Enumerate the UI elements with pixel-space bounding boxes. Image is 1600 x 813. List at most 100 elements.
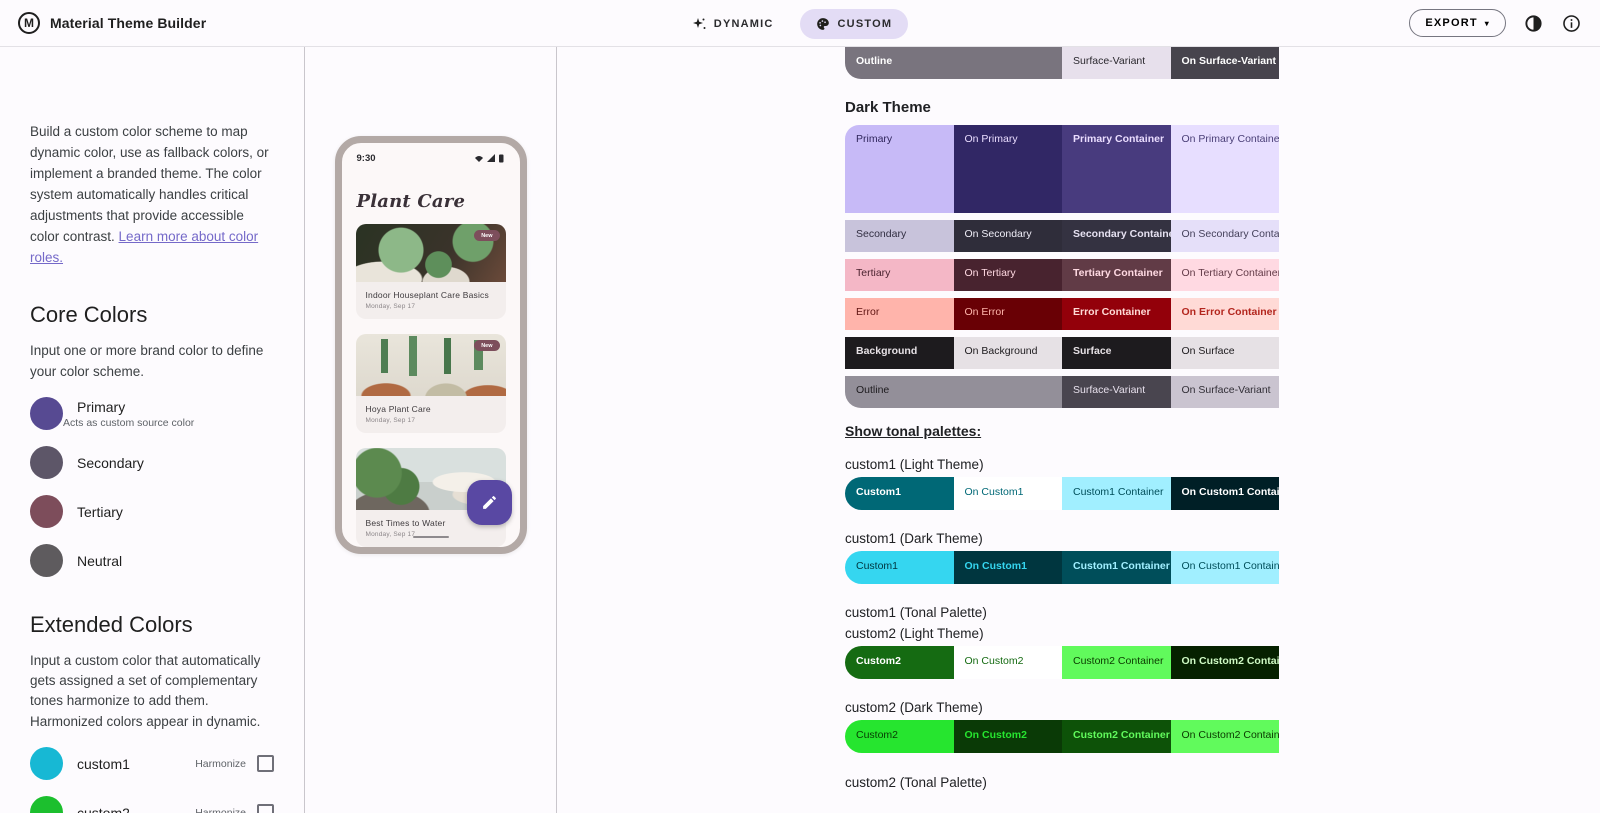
swatch-tertiary-container: Tertiary Container bbox=[1062, 259, 1171, 291]
wifi-icon bbox=[474, 156, 483, 162]
card-title: Best Times to Water bbox=[365, 518, 446, 528]
extended-colors-description: Input a custom color that automatically … bbox=[30, 652, 261, 729]
core-color-row-secondary: Secondary bbox=[30, 446, 274, 480]
extended-color-row-custom2: custom2 Harmonize bbox=[30, 796, 274, 813]
show-tonal-palettes-link[interactable]: Show tonal palettes: bbox=[845, 423, 982, 439]
custom1-color-swatch[interactable] bbox=[30, 747, 63, 781]
swatch-on-surface-variant: On Surface-Variant bbox=[1170, 47, 1279, 79]
theme-contrast-toggle[interactable] bbox=[1522, 12, 1544, 34]
swatch-custom2: Custom2 bbox=[845, 720, 954, 753]
pencil-icon bbox=[482, 496, 496, 509]
core-colors-description: Input one or more brand color to define … bbox=[30, 343, 264, 379]
custom2-tonal-heading: custom2 (Tonal Palette) bbox=[845, 775, 987, 790]
swatch-surface-variant: Surface-Variant bbox=[1062, 47, 1171, 79]
swatch-on-background: On Background bbox=[953, 337, 1062, 369]
error-row: Error On Error Error Container On Error … bbox=[845, 298, 1279, 330]
swatch-secondary-container: Secondary Container bbox=[1062, 220, 1171, 252]
swatch-custom2-container: Custom2 Container bbox=[1062, 720, 1171, 753]
primary-row: Primary On Primary Primary Container On … bbox=[845, 125, 1279, 213]
light-theme-outline-row: Outline Surface-Variant On Surface-Varia… bbox=[845, 47, 1279, 79]
neutral-color-swatch[interactable] bbox=[30, 544, 63, 578]
tab-dynamic[interactable]: DYNAMIC bbox=[692, 17, 774, 31]
custom2-color-label: custom2 bbox=[77, 804, 130, 813]
custom2-harmonize-checkbox[interactable] bbox=[257, 804, 274, 813]
custom1-dark-heading: custom1 (Dark Theme) bbox=[845, 531, 983, 546]
swatch-on-custom1-container: On Custom1 Container bbox=[1170, 477, 1279, 510]
core-color-row-tertiary: Tertiary bbox=[30, 495, 274, 529]
plant-card: Best Times to Water Monday, Sep 17 bbox=[355, 448, 506, 547]
primary-color-label: Primary bbox=[77, 398, 126, 415]
app-title: Material Theme Builder bbox=[50, 15, 207, 31]
edit-fab bbox=[466, 480, 512, 525]
export-label: EXPORT bbox=[1425, 17, 1478, 29]
card-date: Monday, Sep 17 bbox=[365, 417, 416, 424]
swatch-custom1: Custom1 bbox=[845, 551, 954, 584]
custom2-light-heading: custom2 (Light Theme) bbox=[845, 626, 984, 641]
swatch-custom1: Custom1 bbox=[845, 477, 954, 510]
swatch-secondary: Secondary bbox=[845, 220, 954, 252]
learn-more-link[interactable]: Learn more about color roles. bbox=[30, 228, 259, 265]
new-badge: New bbox=[474, 230, 500, 241]
status-bar: 9:30 bbox=[342, 143, 520, 164]
swatch-on-custom2: On Custom2 bbox=[953, 646, 1062, 679]
scheme-panel: Outline Surface-Variant On Surface-Varia… bbox=[557, 47, 1600, 813]
custom1-harmonize-checkbox[interactable] bbox=[257, 755, 274, 773]
custom2-color-swatch[interactable] bbox=[30, 796, 63, 813]
battery-icon bbox=[498, 154, 503, 163]
swatch-on-tertiary: On Tertiary bbox=[953, 259, 1062, 291]
tab-custom[interactable]: CUSTOM bbox=[799, 8, 909, 39]
swatch-on-surface-variant: On Surface-Variant bbox=[1170, 376, 1279, 408]
custom2-dark-row: Custom2 On Custom2 Custom2 Container On … bbox=[845, 720, 1279, 753]
harmonize-label: Harmonize bbox=[195, 806, 246, 813]
card-date: Monday, Sep 17 bbox=[365, 531, 416, 538]
gesture-handle bbox=[412, 535, 449, 538]
dark-theme-heading: Dark Theme bbox=[845, 99, 931, 116]
primary-color-swatch[interactable] bbox=[30, 397, 63, 431]
swatch-on-custom2-container: On Custom2 Container bbox=[1170, 720, 1279, 753]
secondary-color-swatch[interactable] bbox=[30, 446, 63, 480]
info-button[interactable] bbox=[1560, 12, 1582, 34]
swatch-on-tertiary-container: On Tertiary Container bbox=[1170, 259, 1279, 291]
status-icons bbox=[474, 154, 503, 163]
custom1-light-row: Custom1 On Custom1 Custom1 Container On … bbox=[845, 477, 1279, 510]
custom2-light-row: Custom2 On Custom2 Custom2 Container On … bbox=[845, 646, 1279, 679]
info-icon bbox=[1562, 14, 1580, 32]
swatch-custom2: Custom2 bbox=[845, 646, 954, 679]
chevron-down-icon: ▾ bbox=[1484, 18, 1490, 28]
card-title: Hoya Plant Care bbox=[365, 404, 431, 414]
phone-mockup: 9:30 Plant Care New Indoor Houseplant Ca… bbox=[334, 136, 527, 554]
dark-theme-table: Primary On Primary Primary Container On … bbox=[845, 125, 1279, 408]
secondary-row: Secondary On Secondary Secondary Contain… bbox=[845, 220, 1279, 252]
background-row: Background On Background Surface On Surf… bbox=[845, 337, 1279, 369]
neutral-color-label: Neutral bbox=[77, 552, 123, 569]
swatch-on-surface: On Surface bbox=[1170, 337, 1279, 369]
tertiary-row: Tertiary On Tertiary Tertiary Container … bbox=[845, 259, 1279, 291]
card-title: Indoor Houseplant Care Basics bbox=[365, 290, 489, 300]
contrast-icon bbox=[1524, 14, 1542, 32]
swatch-custom1-container: Custom1 Container bbox=[1062, 477, 1171, 510]
plant-card: New Hoya Plant Care Monday, Sep 17 bbox=[355, 334, 506, 433]
export-button[interactable]: EXPORT ▾ bbox=[1409, 9, 1506, 37]
swatch-on-custom1: On Custom1 bbox=[953, 477, 1062, 510]
swatch-tertiary: Tertiary bbox=[845, 259, 954, 291]
swatch-on-custom2-container: On Custom2 Container bbox=[1170, 646, 1279, 679]
tertiary-color-swatch[interactable] bbox=[30, 495, 63, 529]
status-time: 9:30 bbox=[356, 153, 376, 164]
swatch-outline: Outline bbox=[845, 376, 1062, 408]
app-header: M Material Theme Builder DYNAMIC CUSTOM … bbox=[0, 0, 1600, 47]
swatch-outline: Outline bbox=[845, 47, 1062, 79]
outline-row: Outline Surface-Variant On Surface-Varia… bbox=[845, 376, 1279, 408]
swatch-custom2-container: Custom2 Container bbox=[1062, 646, 1171, 679]
material-logo-icon: M bbox=[18, 12, 40, 34]
preview-column: 9:30 Plant Care New Indoor Houseplant Ca… bbox=[305, 47, 557, 813]
tab-dynamic-label: DYNAMIC bbox=[713, 17, 774, 30]
swatch-custom1-container: Custom1 Container bbox=[1062, 551, 1171, 584]
swatch-on-primary-container: On Primary Container bbox=[1170, 125, 1279, 213]
intro-text: Build a custom color scheme to map dynam… bbox=[30, 122, 274, 268]
palette-icon bbox=[816, 17, 829, 30]
swatch-error-container: Error Container bbox=[1062, 298, 1171, 330]
sidebar: Build a custom color scheme to map dynam… bbox=[0, 47, 305, 813]
phone-app-title: Plant Care bbox=[356, 191, 466, 212]
signal-icon bbox=[486, 154, 495, 162]
swatch-on-custom1-container: On Custom1 Container bbox=[1170, 551, 1279, 584]
